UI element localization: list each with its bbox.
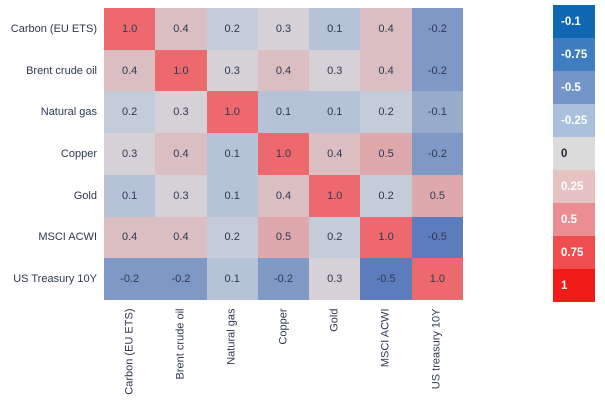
legend-entry: -0.75 [553,38,595,71]
heatmap-cell: -0.1 [411,91,463,134]
heatmap-matrix: 1.0 0.4 0.2 0.3 0.1 0.4 -0.2 0.4 1.0 0.3 0.4 0.3 0.4… [104,8,463,300]
heatmap-cell: 0.3 [104,133,156,175]
heatmap-cell: 1.0 [360,216,412,259]
legend-entry: -0.1 [553,5,595,38]
heatmap-cell: 0.4 [257,174,310,217]
heatmap-cell: 0.4 [155,216,207,259]
legend-entry: 1 [553,269,595,302]
heatmap-cell: 0.1 [309,91,361,134]
heatmap-cell: -0.2 [155,258,207,300]
heatmap-cell: 0.1 [257,91,310,134]
legend-entry: 0 [553,137,595,170]
heatmap-cell: 0.4 [360,8,412,50]
y-axis-tick-label: Natural gas [40,106,97,119]
heatmap-cell: 0.1 [104,174,156,217]
x-axis-tick-label: Carbon (EU ETS) [123,308,136,395]
x-axis-tick-label: Gold [328,308,341,332]
heatmap-cell: 0.5 [411,174,463,217]
legend-entry: -0.5 [553,71,595,104]
heatmap-cell: 0.1 [206,133,258,175]
heatmap-cell: 0.1 [206,258,258,300]
heatmap-cell: 0.1 [309,8,361,50]
x-axis-tick-label: US treasury 10Y [430,308,443,389]
heatmap-cell: 1.0 [411,258,463,300]
heatmap-cell: 0.3 [155,91,207,134]
heatmap-cell: 0.2 [309,216,361,259]
heatmap-cell: 0.2 [360,91,412,134]
x-axis-tick-label: Natural gas [225,308,238,365]
heatmap-cell: -0.5 [411,216,463,259]
heatmap-cell: 0.3 [155,174,207,217]
color-scale-legend: -0.1 -0.75 -0.5 -0.25 0 0.25 0.5 0.75 1 [553,5,595,302]
heatmap-cell: 1.0 [257,133,310,175]
heatmap-cell: -0.2 [411,49,463,92]
heatmap-cell: 0.3 [257,8,310,50]
x-axis-tick-label: Copper [277,308,289,345]
heatmap-cell: 1.0 [155,49,207,92]
x-axis-tick-label: Brent crude oil [174,308,187,379]
heatmap-cell: 0.2 [206,216,258,259]
heatmap-cell: 0.4 [155,133,207,175]
y-axis-tick-label: MSCI ACWI [38,231,97,244]
heatmap-cell: 0.4 [360,49,412,92]
heatmap-cell: 1.0 [309,174,361,217]
heatmap-cell: -0.2 [411,8,463,50]
heatmap-cell: -0.5 [360,258,412,300]
x-axis-tick-label: MSCI ACWI [379,308,392,367]
heatmap-cell: -0.2 [411,133,463,175]
y-axis-tick-label: Copper [60,148,97,161]
heatmap-cell: 0.4 [309,133,361,175]
heatmap-cell: 0.4 [104,216,156,259]
heatmap-cell: 0.5 [257,216,310,259]
y-axis-tick-label: US Treasury 10Y [13,273,97,286]
heatmap-cell: -0.2 [104,258,156,300]
heatmap-cell: 0.2 [206,8,258,50]
y-axis-tick-label: Gold [73,189,97,202]
y-axis-labels: Carbon (EU ETS) Brent crude oil Natural ga… [0,8,99,300]
heatmap-cell: 1.0 [206,91,258,134]
heatmap-cell: 0.4 [155,8,207,50]
heatmap-cell: 0.4 [257,49,310,92]
legend-entry: -0.25 [553,104,595,137]
legend-entry: 0.25 [553,170,595,203]
heatmap-cell: 0.2 [360,174,412,217]
heatmap-cell: 0.1 [206,174,258,217]
heatmap-cell: 0.5 [360,133,412,175]
heatmap-cell: 1.0 [104,8,156,50]
heatmap-cell: 0.3 [309,49,361,92]
legend-entry: 0.5 [553,203,595,236]
y-axis-tick-label: Carbon (EU ETS) [10,22,97,35]
heatmap-cell: 0.3 [309,258,361,300]
heatmap-cell: 0.3 [206,49,258,92]
heatmap-cell: 0.2 [104,91,156,134]
heatmap-cell: -0.2 [257,258,310,300]
y-axis-tick-label: Brent crude oil [26,64,97,77]
legend-entry: 0.75 [553,236,595,269]
heatmap-cell: 0.4 [104,49,156,92]
